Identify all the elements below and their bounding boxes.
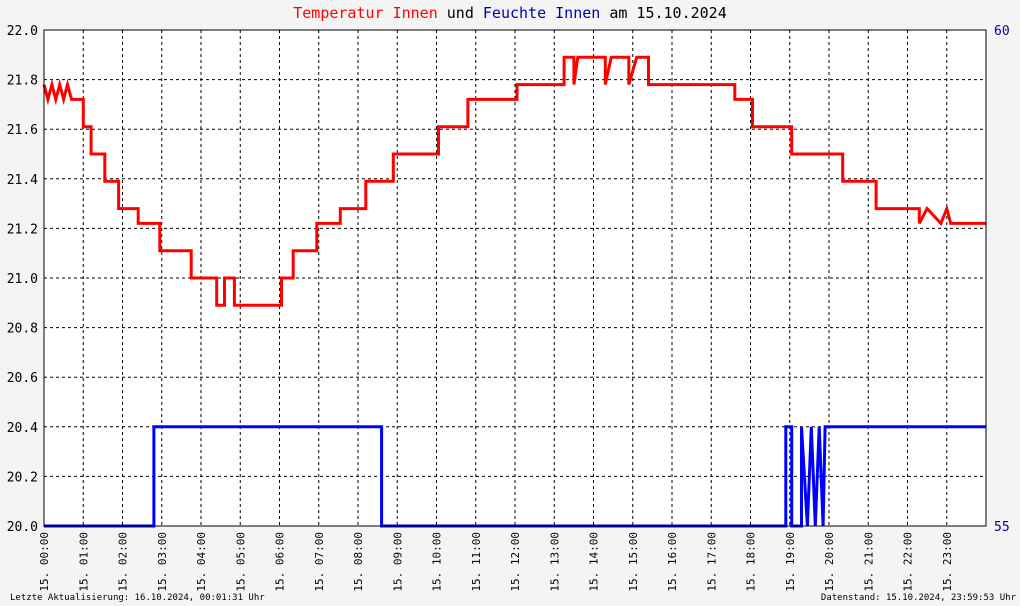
x-tick-label: 15. 12:00 — [509, 532, 522, 592]
footer-data-status: Datenstand: 15.10.2024, 23:59:53 Uhr — [820, 593, 1016, 603]
x-tick-label: 15. 20:00 — [823, 532, 836, 592]
x-tick-label: 15. 08:00 — [352, 532, 365, 592]
y-left-tick-label: 21.8 — [7, 74, 38, 89]
y-left-tick-label: 22.0 — [7, 24, 38, 39]
y-left-tick-label: 20.6 — [7, 371, 38, 386]
x-tick-label: 15. 16:00 — [666, 532, 679, 592]
x-tick-label: 15. 04:00 — [195, 532, 208, 592]
title-temperature: Temperatur Innen — [293, 4, 438, 22]
x-tick-label: 15. 13:00 — [548, 532, 561, 592]
x-tick-label: 15. 23:00 — [941, 532, 954, 592]
x-tick-label: 15. 22:00 — [902, 532, 915, 592]
title-and: und — [437, 4, 483, 22]
footer-last-update: Letzte Aktualisierung: 16.10.2024, 00:01… — [10, 593, 265, 603]
x-tick-label: 15. 11:00 — [470, 532, 483, 592]
y-right-tick-label: 55 — [994, 520, 1010, 535]
x-tick-label: 15. 14:00 — [588, 532, 601, 592]
plot-frame — [43, 29, 987, 527]
chart-title: Temperatur Innen und Feuchte Innen am 15… — [0, 4, 1020, 22]
x-tick-label: 15. 07:00 — [313, 532, 326, 592]
x-tick-label: 15. 18:00 — [745, 532, 758, 592]
x-tick-label: 15. 10:00 — [431, 532, 444, 592]
x-tick-label: 15. 15:00 — [627, 532, 640, 592]
x-tick-label: 15. 05:00 — [234, 532, 247, 592]
title-humidity: Feuchte Innen — [482, 4, 601, 22]
y-left-tick-label: 21.6 — [7, 123, 38, 138]
x-tick-label: 15. 21:00 — [862, 532, 875, 592]
y-left-tick-label: 20.2 — [7, 470, 38, 485]
x-tick-label: 15. 09:00 — [391, 532, 404, 592]
x-tick-label: 15. 06:00 — [274, 532, 287, 592]
y-left-tick-label: 20.0 — [7, 520, 38, 535]
x-tick-label: 15. 03:00 — [156, 532, 169, 592]
x-tick-label: 15. 00:00 — [38, 532, 51, 592]
x-tick-label: 15. 02:00 — [117, 532, 130, 592]
x-tick-label: 15. 17:00 — [705, 532, 718, 592]
y-left-tick-label: 20.8 — [7, 322, 38, 337]
title-date: am 15.10.2024 — [600, 4, 727, 22]
y-right-tick-label: 60 — [994, 24, 1010, 39]
y-left-tick-label: 21.0 — [7, 272, 38, 287]
x-tick-label: 15. 01:00 — [77, 532, 90, 592]
y-left-tick-label: 21.4 — [7, 173, 38, 188]
series-temperature-line — [42, 55, 986, 307]
y-left-tick-label: 21.2 — [7, 222, 38, 237]
y-left-tick-label: 20.4 — [7, 421, 38, 436]
x-tick-label: 15. 19:00 — [784, 532, 797, 592]
